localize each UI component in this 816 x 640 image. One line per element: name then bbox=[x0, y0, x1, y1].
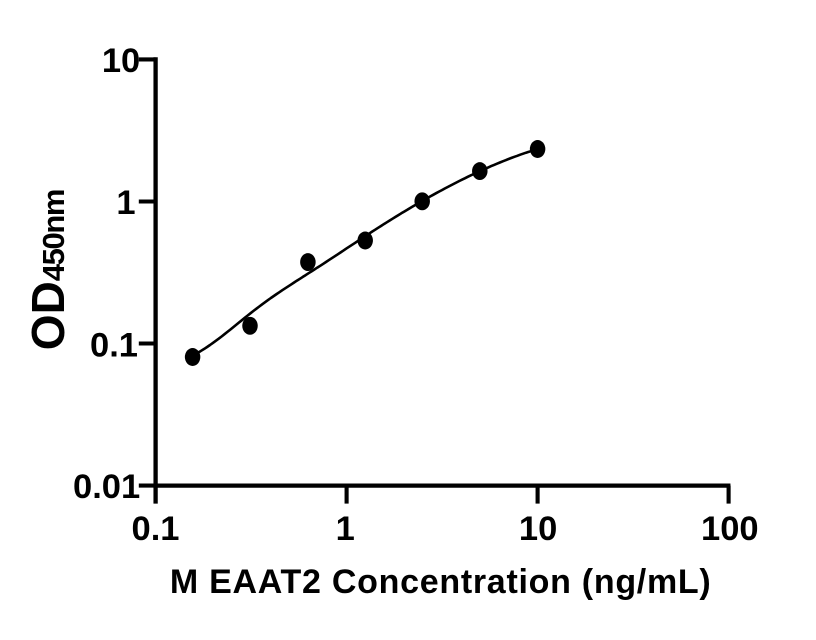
svg-text:0.01: 0.01 bbox=[73, 468, 140, 506]
svg-text:OD450nm: OD450nm bbox=[22, 190, 74, 350]
svg-text:10: 10 bbox=[102, 42, 140, 80]
svg-text:0.1: 0.1 bbox=[132, 510, 180, 548]
svg-text:M EAAT2 Concentration (ng/mL): M EAAT2 Concentration (ng/mL) bbox=[170, 563, 712, 601]
svg-text:0.1: 0.1 bbox=[90, 326, 138, 364]
svg-text:1: 1 bbox=[116, 184, 135, 222]
svg-text:10: 10 bbox=[519, 510, 557, 548]
svg-text:100: 100 bbox=[701, 510, 759, 548]
svg-text:1: 1 bbox=[336, 510, 355, 548]
